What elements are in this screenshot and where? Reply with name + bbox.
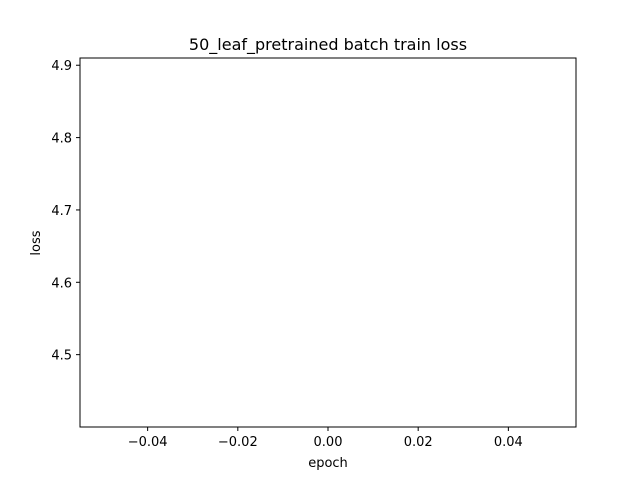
y-tick-label: 4.5 <box>51 349 72 364</box>
x-tick-label: −0.02 <box>218 435 258 450</box>
y-tick-label: 4.8 <box>51 132 72 147</box>
y-axis-label: loss <box>29 230 44 255</box>
y-axis: 4.5 4.6 4.7 4.8 4.9 <box>51 59 80 364</box>
y-tick-label: 4.9 <box>51 59 72 74</box>
x-tick-label: −0.04 <box>128 435 168 450</box>
chart-title: 50_leaf_pretrained batch train loss <box>189 35 467 55</box>
x-axis: −0.04 −0.02 0.00 0.02 0.04 <box>128 427 523 450</box>
x-tick-label: 0.04 <box>494 435 523 450</box>
y-tick-label: 4.6 <box>51 276 72 291</box>
plot-area <box>79 57 577 428</box>
x-tick-label: 0.02 <box>404 435 433 450</box>
x-axis-label: epoch <box>308 456 348 471</box>
axes-background <box>80 58 576 427</box>
x-tick-label: 0.00 <box>314 435 343 450</box>
y-tick-label: 4.7 <box>51 204 72 219</box>
